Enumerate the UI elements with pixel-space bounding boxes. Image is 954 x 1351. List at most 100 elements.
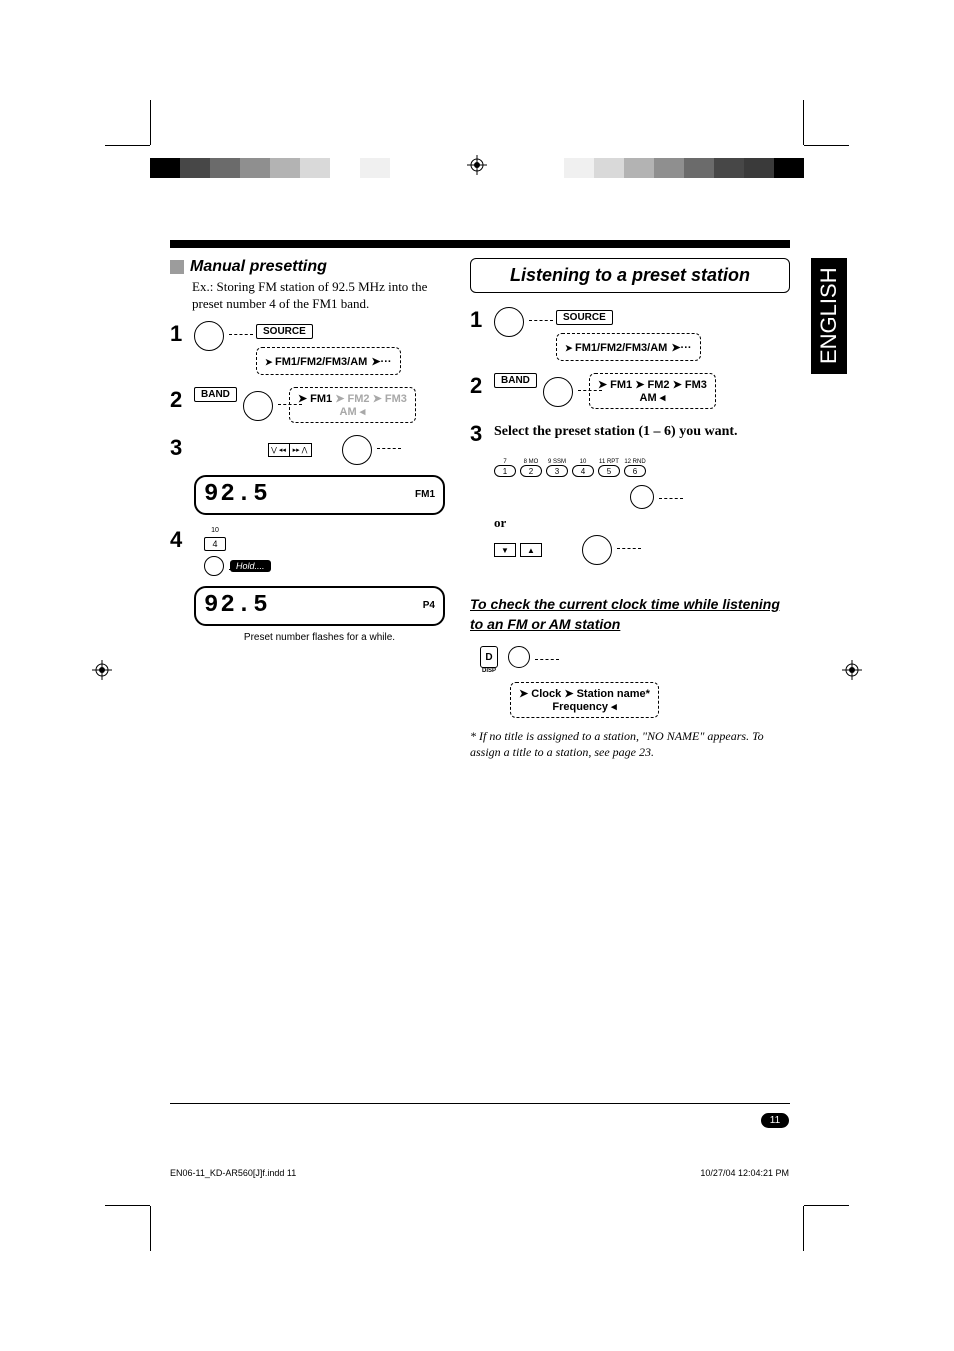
swatch bbox=[744, 158, 774, 178]
footer-filename: EN06-11_KD-AR560[J]f.indd 11 bbox=[170, 1168, 296, 1178]
rocker-right: ▸▸ ⋀ bbox=[290, 444, 311, 456]
check-clock-heading: To check the current clock time while li… bbox=[470, 595, 790, 634]
knob-icon bbox=[243, 391, 273, 421]
knob-icon bbox=[508, 646, 530, 668]
listening-heading: Listening to a preset station bbox=[470, 258, 790, 293]
knob-icon bbox=[342, 435, 372, 465]
swatch bbox=[654, 158, 684, 178]
step-number: 2 bbox=[170, 387, 194, 413]
swatch bbox=[240, 158, 270, 178]
swatch bbox=[684, 158, 714, 178]
flow-fm1: FM1 bbox=[610, 379, 632, 391]
preset-buttons-row: 123456 bbox=[494, 465, 790, 477]
footnote-text: * If no title is assigned to a station, … bbox=[470, 728, 790, 760]
swatch bbox=[594, 158, 624, 178]
swatch bbox=[774, 158, 804, 178]
left-step-2: 2 BAND ➤ FM1 ➤ FM2 bbox=[170, 387, 445, 423]
swatch bbox=[330, 158, 360, 178]
page-number: 11 bbox=[761, 1113, 789, 1128]
knob-icon bbox=[582, 535, 612, 565]
swatch bbox=[210, 158, 240, 178]
swatch bbox=[150, 158, 180, 178]
arrow-icon: ➤ bbox=[635, 379, 647, 391]
colorbar-left bbox=[150, 158, 390, 178]
page-content: Manual presetting Ex.: Storing FM statio… bbox=[170, 240, 790, 761]
crop-mark bbox=[105, 145, 150, 146]
arrow-icon: ➤··· bbox=[671, 342, 691, 354]
step-number: 1 bbox=[470, 307, 494, 333]
display-screen: 92.5 P4 bbox=[194, 586, 445, 626]
crop-mark bbox=[803, 1206, 804, 1251]
left-column: Manual presetting Ex.: Storing FM statio… bbox=[170, 258, 445, 761]
preset-button: 3 bbox=[546, 465, 568, 477]
swatch bbox=[360, 158, 390, 178]
flow-fm3: FM3 bbox=[685, 379, 707, 391]
preset-button: 6 bbox=[624, 465, 646, 477]
up-button: ▲ bbox=[520, 543, 542, 557]
crop-mark bbox=[150, 1206, 151, 1251]
registration-mark-icon bbox=[842, 660, 862, 680]
arrow-icon: ➤··· bbox=[371, 356, 391, 368]
display-preset: P4 bbox=[423, 600, 435, 611]
step-number: 1 bbox=[170, 321, 194, 347]
flow-fm1: FM1 bbox=[310, 393, 332, 405]
display-frequency: 92.5 bbox=[204, 481, 270, 508]
display-frequency: 92.5 bbox=[204, 592, 270, 619]
flow-am: AM bbox=[640, 392, 657, 404]
swatch bbox=[180, 158, 210, 178]
flow-fm3: FM3 bbox=[385, 393, 407, 405]
language-tab: ENGLISH bbox=[811, 258, 847, 374]
crop-mark bbox=[804, 1205, 849, 1206]
rocker-button: ⋁ ◂◂ ▸▸ ⋀ bbox=[268, 443, 312, 457]
swatch bbox=[624, 158, 654, 178]
example-text: Ex.: Storing FM station of 92.5 MHz into… bbox=[192, 279, 445, 313]
knob-icon bbox=[194, 321, 224, 351]
arrow-icon: ◂ bbox=[660, 392, 666, 404]
preset-button: 4 bbox=[572, 465, 594, 477]
swatch bbox=[714, 158, 744, 178]
manual-presetting-heading: Manual presetting bbox=[190, 258, 327, 276]
footer-timestamp: 10/27/04 12:04:21 PM bbox=[700, 1168, 789, 1178]
flow-am: AM bbox=[340, 406, 357, 418]
right-step-3: 3 Select the preset station (1 – 6) you … bbox=[470, 421, 790, 447]
flow-frequency: Frequency bbox=[552, 701, 608, 713]
arrow-icon: ➤ bbox=[373, 393, 385, 405]
arrow-icon: ◂ bbox=[611, 701, 617, 713]
crop-mark bbox=[804, 145, 849, 146]
step3-text: Select the preset station (1 – 6) you wa… bbox=[494, 423, 738, 441]
source-label: SOURCE bbox=[256, 324, 313, 339]
step-number: 2 bbox=[470, 373, 494, 399]
right-step-2: 2 BAND ➤ FM1 ➤ FM2 ➤ FM3 bbox=[470, 373, 790, 409]
crop-mark bbox=[803, 100, 804, 145]
flow-clock: Clock bbox=[531, 688, 561, 700]
right-step-1: 1 SOURCE FM1/FM2/FM3/AM ➤··· bbox=[470, 307, 790, 361]
arrow-icon: ◂ bbox=[360, 406, 366, 418]
right-column: ENGLISH Listening to a preset station 1 … bbox=[470, 258, 790, 761]
disp-bottom-label: DISP bbox=[480, 668, 498, 674]
rocker-left: ⋁ ◂◂ bbox=[269, 444, 290, 456]
flow-station-name: Station name* bbox=[577, 688, 650, 700]
source-label: SOURCE bbox=[556, 310, 613, 325]
disp-button: D bbox=[480, 646, 498, 668]
crop-mark bbox=[150, 100, 151, 145]
section-bullet-icon bbox=[170, 260, 184, 274]
arrow-icon: ➤ bbox=[519, 688, 531, 700]
header-bar bbox=[170, 240, 790, 248]
left-step-4: 4 10 4 Hold.... 92.5 P4 bbox=[170, 527, 445, 643]
preset-button: 1 bbox=[494, 465, 516, 477]
step-number: 4 bbox=[170, 527, 194, 553]
arrow-icon: ➤ bbox=[564, 688, 576, 700]
registration-mark-icon bbox=[467, 155, 487, 175]
display-screen: 92.5 FM1 bbox=[194, 475, 445, 515]
band-label: BAND bbox=[194, 387, 237, 402]
display-band: FM1 bbox=[415, 489, 435, 500]
swatch bbox=[564, 158, 594, 178]
left-step-3: 3 ⋁ ◂◂ ▸▸ ⋀ 92.5 FM1 bbox=[170, 435, 445, 515]
small-number-label: 10 bbox=[204, 527, 226, 534]
preset-button: 2 bbox=[520, 465, 542, 477]
knob-icon bbox=[543, 377, 573, 407]
left-step-1: 1 SOURCE FM1/FM2/FM3/AM ➤··· bbox=[170, 321, 445, 375]
knob-icon bbox=[494, 307, 524, 337]
flow-fm2: FM2 bbox=[648, 379, 670, 391]
knob-icon bbox=[204, 556, 224, 576]
